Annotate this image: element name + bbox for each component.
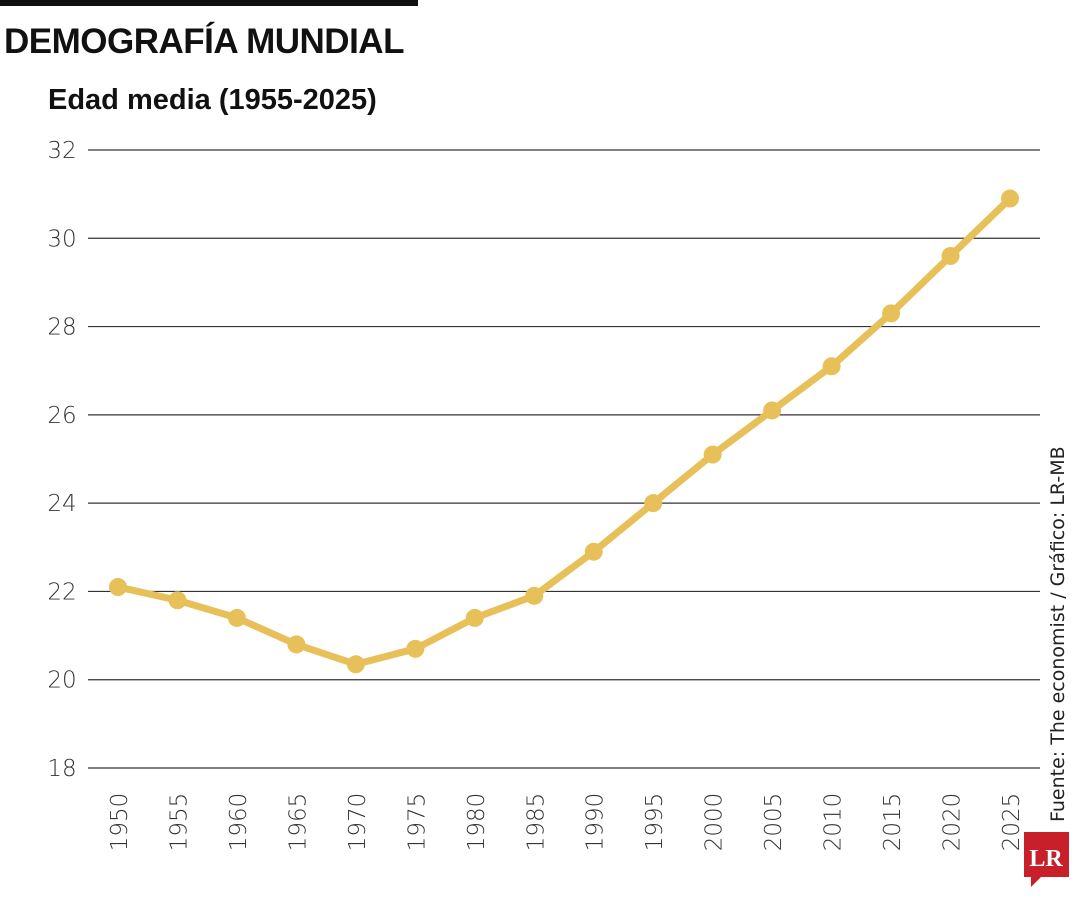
top-rule [0,0,418,6]
source-note: Fuente: The economist / Gráfico: LR-MB [1047,446,1069,822]
y-tick-label: 18 [47,756,76,782]
y-tick-label: 32 [47,138,76,164]
data-point [227,608,246,627]
y-tick-label: 22 [47,579,76,605]
x-tick-label: 2015 [880,793,906,852]
chart-subtitle: Edad media (1955-2025) [48,84,377,116]
data-point [109,578,127,597]
x-tick-label: 1990 [583,793,609,852]
x-tick-label: 1960 [226,793,252,852]
y-tick-label: 26 [47,403,76,429]
data-point [406,639,425,658]
svg-text:LR: LR [1029,846,1063,872]
data-point [525,586,544,605]
page-title: DEMOGRAFÍA MUNDIAL [4,22,404,61]
x-tick-label: 1995 [642,793,668,852]
data-point [287,635,306,654]
data-point [168,591,187,610]
x-tick-label: 2000 [702,793,728,852]
data-point [882,304,901,323]
x-tick-label: 2025 [999,793,1025,852]
x-tick-label: 1975 [404,793,430,852]
data-point [465,608,484,627]
x-tick-label: 1980 [464,793,490,852]
data-point [644,494,663,513]
data-point [763,401,782,420]
x-tick-label: 1970 [345,793,371,852]
x-tick-label: 1985 [523,793,549,852]
data-point [822,357,841,376]
y-tick-label: 30 [47,226,76,252]
y-tick-label: 28 [47,315,76,341]
x-tick-label: 1955 [166,793,192,852]
data-point [346,655,365,674]
series-line [117,196,1013,668]
x-tick-label: 1950 [107,793,133,852]
data-point [1001,189,1019,208]
x-tick-label: 2005 [761,793,787,852]
data-point [584,542,603,561]
data-point [703,445,722,464]
y-tick-label: 20 [47,668,76,694]
x-tick-label: 1965 [285,793,311,852]
x-tick-label: 2010 [821,793,847,852]
y-tick-label: 24 [47,491,76,517]
x-tick-label: 2020 [940,793,966,852]
data-point [941,246,960,265]
lr-logo: LR [1024,832,1069,887]
